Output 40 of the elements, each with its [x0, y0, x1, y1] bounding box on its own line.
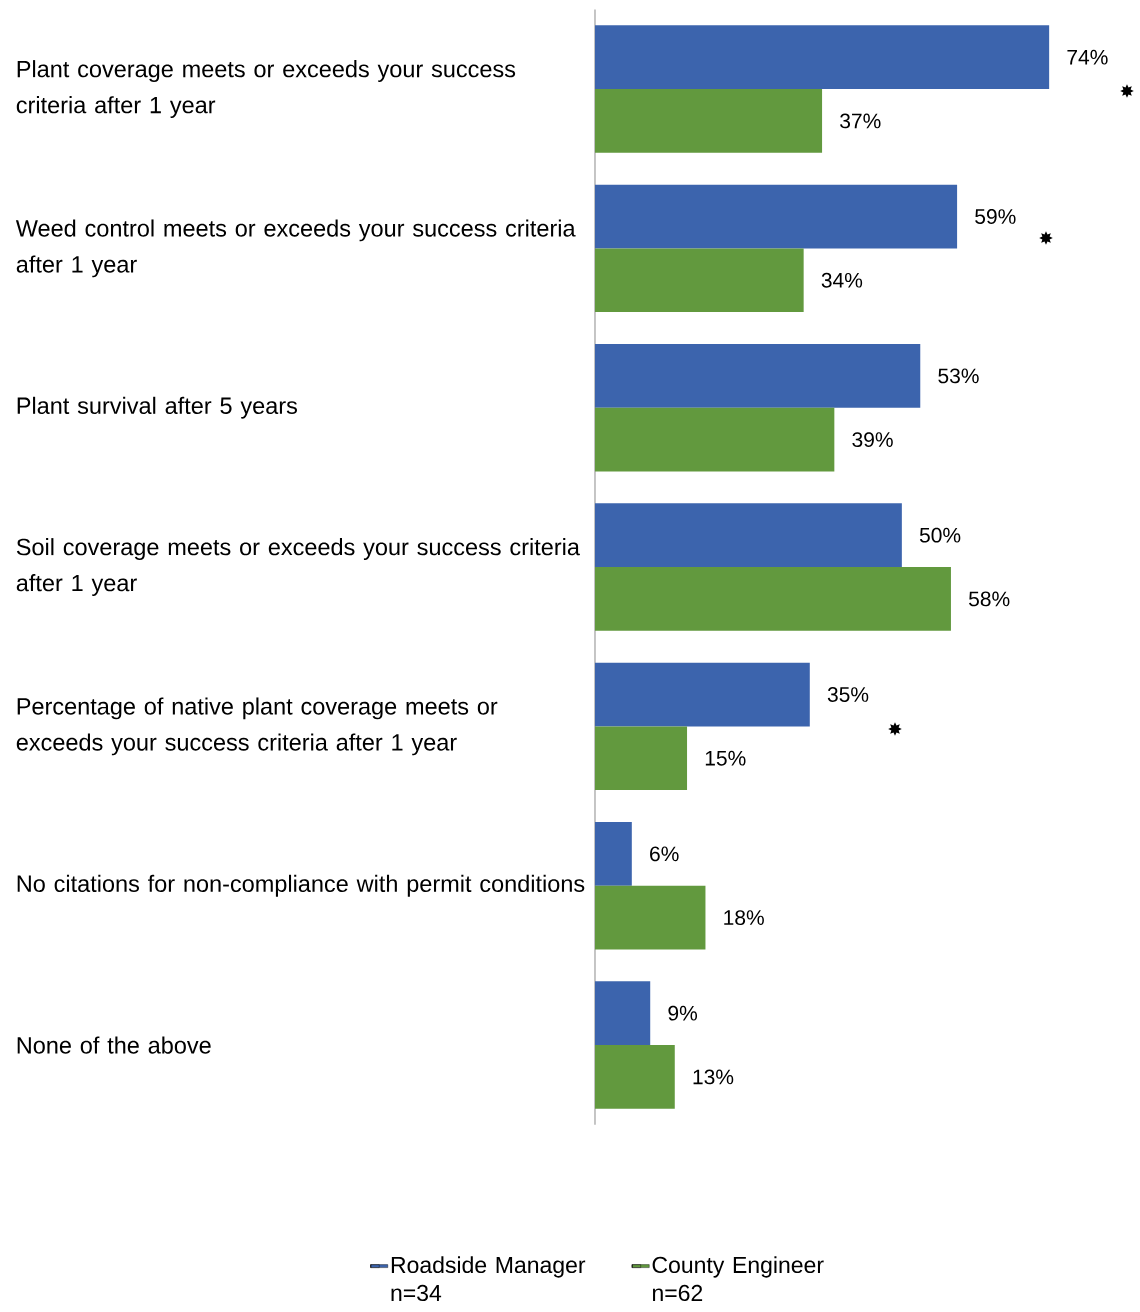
bar [594, 662, 810, 727]
bar [594, 567, 951, 631]
bar [594, 503, 902, 568]
bar [594, 184, 958, 249]
legend-label: County Engineer n=62 [652, 1256, 824, 1302]
bar [594, 343, 921, 408]
data-label: 59% [975, 209, 1016, 224]
y-tick-label: No citations for non-compliance with permit conditions [17, 874, 585, 897]
data-label: 15% [705, 750, 746, 766]
data-label: 39% [852, 432, 893, 448]
data-label: 18% [724, 910, 764, 926]
data-label: 74% [1067, 49, 1108, 65]
y-tick-label: Weed control meets or exceeds your success criteria after 1 year [15, 219, 576, 278]
bar [594, 248, 804, 313]
data-label: 58% [969, 591, 1010, 607]
y-tick-label: None of the above [17, 1036, 211, 1054]
bar [594, 981, 651, 1046]
y-tick-label: Percentage of native plant coverage meets or exceeds your success criteria after 1 year [16, 697, 498, 756]
data-label: 13% [693, 1069, 734, 1085]
bar [594, 89, 823, 153]
data-label: 50% [919, 527, 961, 543]
y-tick-label: Soil coverage meets or exceeds your success criteria after 1 year [16, 538, 580, 596]
bar [594, 1045, 675, 1109]
y-tick-label: Plant survival after 5 years [17, 396, 297, 419]
data-label: 9% [668, 1005, 698, 1021]
data-label: 35% [827, 687, 869, 702]
bar [594, 726, 688, 791]
data-label: 37% [840, 113, 881, 129]
y-tick-label: Plant coverage meets or exceeds your success criteria after 1 year [16, 60, 516, 118]
bar [594, 885, 706, 950]
data-label: 34% [821, 272, 863, 288]
text: ✸ [1120, 84, 1134, 98]
bar [594, 821, 632, 886]
data-label: 6% [650, 846, 679, 862]
bar [594, 25, 1050, 90]
annotation: ✸ [888, 722, 902, 736]
legend-label: Roadside Manager n=34 [391, 1256, 586, 1302]
bar [594, 407, 835, 472]
data-label: 53% [938, 368, 979, 384]
annotation: ✸ [1039, 231, 1053, 245]
